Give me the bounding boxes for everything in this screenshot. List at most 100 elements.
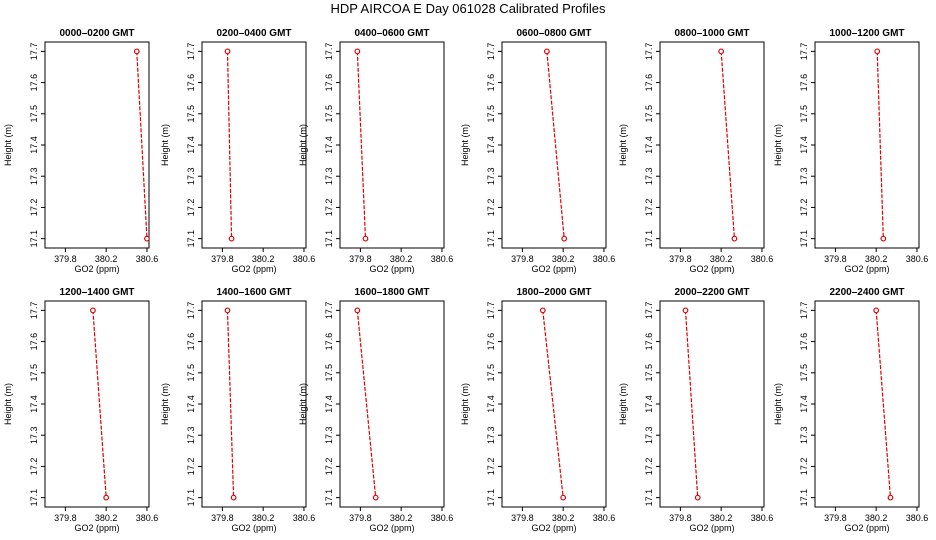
profile-line (356, 51, 367, 239)
panel-title: 0800–1000 GMT (674, 28, 749, 39)
y-tick-label: 17.7 (324, 43, 334, 61)
y-tick-label: 17.4 (486, 136, 496, 154)
y-tick-label: 17.1 (799, 489, 809, 507)
x-tick-label: 380.2 (390, 254, 413, 264)
y-tick-label: 17.1 (486, 489, 496, 507)
y-tick-label: 17.6 (29, 74, 39, 92)
x-tick-label: 380.2 (552, 254, 575, 264)
profile-line (226, 51, 233, 239)
y-tick-label: 17.6 (186, 333, 196, 351)
y-tick-label: 17.1 (644, 489, 654, 507)
x-tick-label: 380.6 (751, 254, 774, 264)
panel-title: 2000–2200 GMT (674, 287, 749, 298)
data-point (694, 494, 701, 501)
x-axis-label: GO2 (ppm) (74, 523, 119, 533)
y-tick-label: 17.3 (324, 426, 334, 444)
y-tick-label: 17.6 (324, 74, 334, 92)
y-tick-label: 17.2 (486, 458, 496, 476)
y-tick-label: 17.3 (644, 167, 654, 185)
y-tick-label: 17.6 (29, 333, 39, 351)
data-point (887, 494, 894, 501)
y-tick-label: 17.2 (29, 458, 39, 476)
x-tick-label: 380.6 (593, 254, 616, 264)
data-point (560, 494, 567, 501)
profile-line (356, 310, 377, 498)
x-tick-label: 380.2 (710, 254, 733, 264)
y-tick-label: 17.7 (644, 43, 654, 61)
chart-panel: 0000–0200 GMT 379.8 380.2 380.6 17.1 17.2 17.3… (3, 28, 158, 274)
y-axis-label: Height (m) (460, 383, 470, 425)
x-tick-label: 379.8 (824, 513, 847, 523)
x-axis-label: GO2 (ppm) (689, 523, 734, 533)
panel-title: 2200–2400 GMT (829, 287, 904, 298)
y-tick-label: 17.4 (324, 136, 334, 154)
y-axis-label: Height (m) (160, 383, 170, 425)
chart-panel: 0600–0800 GMT 379.8 380.2 380.6 17.1 17.2 17.3… (460, 28, 615, 274)
y-tick-label: 17.5 (186, 364, 196, 382)
y-tick-label: 17.5 (486, 105, 496, 123)
x-axis-label: GO2 (ppm) (844, 264, 889, 274)
y-tick-label: 17.1 (486, 230, 496, 248)
y-tick-label: 17.4 (29, 136, 39, 154)
y-tick-label: 17.3 (324, 167, 334, 185)
x-axis-label: GO2 (ppm) (531, 264, 576, 274)
y-tick-label: 17.2 (799, 458, 809, 476)
x-tick-label: 380.6 (431, 513, 454, 523)
y-tick-label: 17.7 (486, 43, 496, 61)
y-tick-label: 17.3 (186, 426, 196, 444)
y-tick-label: 17.6 (644, 74, 654, 92)
y-tick-label: 17.2 (644, 199, 654, 217)
data-point (144, 235, 150, 242)
profile-line (875, 310, 892, 498)
y-tick-label: 17.5 (29, 105, 39, 123)
y-axis-label: Height (m) (3, 383, 13, 425)
profile-line (226, 310, 235, 498)
y-tick-label: 17.7 (644, 302, 654, 320)
data-point (354, 48, 361, 55)
y-axis-label: Height (m) (298, 124, 308, 166)
y-tick-label: 17.3 (186, 167, 196, 185)
profile-line (720, 51, 736, 239)
x-axis-label: GO2 (ppm) (231, 523, 276, 533)
x-tick-label: 380.2 (552, 513, 575, 523)
profile-line (876, 51, 884, 239)
y-tick-label: 17.3 (644, 426, 654, 444)
y-tick-label: 17.1 (29, 230, 39, 248)
chart-panel: 2000–2200 GMT 379.8 380.2 380.6 17.1 17.2 17.3… (618, 287, 773, 533)
y-tick-label: 17.5 (324, 105, 334, 123)
y-tick-label: 17.3 (29, 167, 39, 185)
y-tick-label: 17.6 (486, 74, 496, 92)
data-point (224, 307, 231, 314)
y-tick-label: 17.3 (486, 426, 496, 444)
y-tick-label: 17.1 (186, 489, 196, 507)
y-axis-label: Height (m) (460, 124, 470, 166)
y-tick-label: 17.5 (324, 364, 334, 382)
y-axis-label: Height (m) (3, 124, 13, 166)
y-tick-label: 17.7 (799, 43, 809, 61)
data-point (682, 307, 689, 314)
x-tick-label: 380.6 (136, 513, 159, 523)
data-point (543, 48, 550, 55)
x-tick-label: 380.6 (906, 254, 929, 264)
x-tick-label: 380.6 (906, 513, 929, 523)
y-tick-label: 17.5 (186, 105, 196, 123)
y-tick-label: 17.4 (644, 136, 654, 154)
x-tick-label: 380.6 (293, 513, 316, 523)
x-tick-label: 380.2 (252, 513, 275, 523)
y-tick-label: 17.6 (799, 74, 809, 92)
chart-panel: 1000–1200 GMT 379.8 380.2 380.6 17.1 17.2 17.3… (773, 28, 928, 274)
profile-line (92, 310, 107, 498)
data-point (90, 307, 96, 314)
data-point (880, 235, 887, 242)
data-point (103, 494, 110, 501)
y-tick-label: 17.7 (29, 302, 39, 320)
panel-title: 0400–0600 GMT (354, 28, 429, 39)
y-tick-label: 17.7 (324, 302, 334, 320)
y-tick-label: 17.3 (29, 426, 39, 444)
data-point (874, 48, 881, 55)
x-axis-label: GO2 (ppm) (531, 523, 576, 533)
x-tick-label: 380.2 (710, 513, 733, 523)
data-point (372, 494, 379, 501)
data-point (362, 235, 369, 242)
x-tick-label: 379.8 (211, 254, 234, 264)
